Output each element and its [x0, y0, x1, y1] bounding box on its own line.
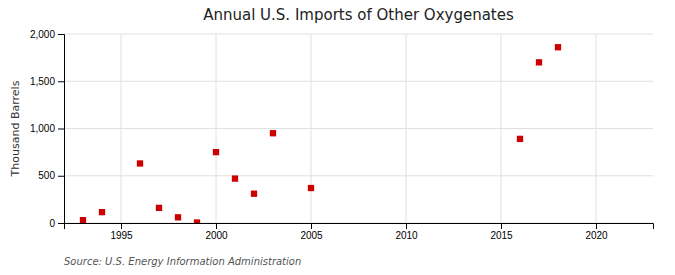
y-tick-label: 1,500: [30, 76, 55, 87]
point: [99, 209, 105, 215]
x-tick-mark: [501, 223, 502, 229]
y-tick-label: 2,000: [30, 29, 55, 40]
y-tick-mark: [58, 176, 64, 177]
y-tick: 2,000: [30, 29, 64, 40]
x-tick-mark: [121, 223, 122, 229]
point: [517, 136, 523, 142]
x-tick-mark: [311, 223, 312, 229]
y-grid-line: [64, 81, 653, 82]
y-axis: 0 500 1,000 1,500 2,000: [30, 29, 65, 229]
point: [175, 214, 181, 220]
point: [80, 217, 86, 223]
point: [213, 149, 219, 155]
chart: 1995 2000 2005 2010 2015 2020 0 500 1,000 1,500 2,…: [0, 0, 675, 275]
y-tick-mark: [58, 81, 64, 82]
x-tick: 2010: [395, 223, 418, 241]
y-tick-mark: [58, 34, 64, 35]
x-tick-mark: [216, 223, 217, 229]
x-tick: 1995: [110, 223, 133, 241]
x-tick-label: 1995: [110, 230, 133, 241]
x-tick: 2000: [205, 223, 228, 241]
point: [536, 59, 542, 65]
x-tick-label: 2010: [395, 230, 418, 241]
x-tick-mark: [596, 223, 597, 229]
x-tick-label: 2000: [205, 230, 228, 241]
y-axis-line: [58, 35, 65, 224]
y-tick: 1,500: [30, 76, 64, 87]
point: [194, 219, 200, 223]
y-axis-title: Thousand Barrels: [9, 80, 22, 177]
x-tick: 2020: [585, 223, 608, 241]
point: [555, 44, 561, 50]
y-tick-mark: [58, 129, 64, 130]
y-tick-mark: [58, 223, 64, 224]
point: [137, 160, 143, 166]
annotation: Source: U.S. Energy Information Administ…: [64, 256, 301, 267]
title: Annual U.S. Imports of Other Oxygenates: [203, 6, 514, 24]
x-tick: 2005: [300, 223, 323, 241]
x-axis: 1995 2000 2005 2010 2015 2020: [65, 223, 654, 241]
y-tick: 0: [49, 218, 64, 229]
y-grid-line: [64, 34, 653, 35]
y-tick-label: 1,000: [30, 123, 55, 134]
y-tick-label: 0: [49, 218, 55, 229]
point: [232, 175, 238, 181]
y-tick-label: 500: [38, 170, 55, 181]
x-tick-label: 2020: [585, 230, 608, 241]
x-tick-label: 2015: [490, 230, 513, 241]
grid: [64, 34, 653, 223]
y-tick: 500: [38, 170, 64, 181]
y-grid-line: [64, 175, 653, 176]
point: [156, 205, 162, 211]
y-tick: 1,000: [30, 123, 64, 134]
point: [308, 185, 314, 191]
point: [251, 191, 257, 197]
points: [80, 44, 561, 223]
x-tick: 2015: [490, 223, 513, 241]
x-axis-line: [65, 224, 654, 230]
x-tick-label: 2005: [300, 230, 323, 241]
point: [270, 130, 276, 136]
y-grid-line: [64, 128, 653, 129]
x-tick-mark: [406, 223, 407, 229]
